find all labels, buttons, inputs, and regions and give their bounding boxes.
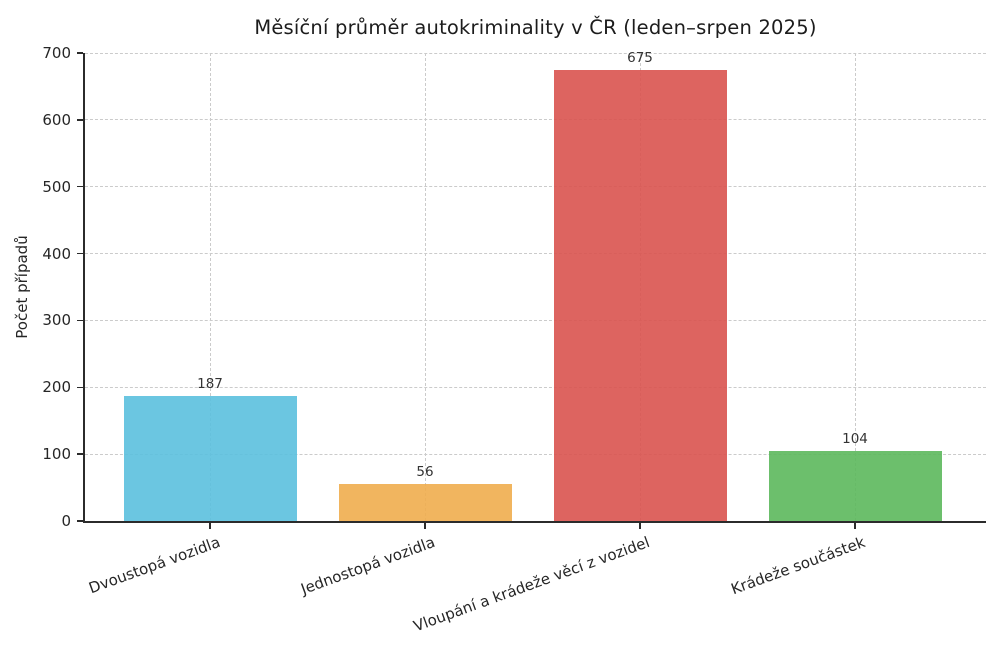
x-tick-label: Krádeže součástek [728, 533, 868, 599]
y-tick-mark [77, 386, 83, 389]
x-tick-label: Jednostopá vozidla [298, 533, 438, 599]
chart-title: Měsíční průměr autokriminality v ČR (led… [254, 16, 817, 39]
bar-1 [123, 395, 297, 521]
y-tick-mark [77, 119, 83, 121]
bar-value-label: 104 [842, 431, 868, 448]
y-tick-label: 400 [42, 244, 71, 263]
bar-value-label: 675 [627, 49, 653, 66]
y-tick-mark [77, 319, 83, 322]
horizontal-gridline [85, 386, 986, 388]
vertical-gridline [854, 53, 856, 521]
y-tick-label: 300 [42, 311, 71, 330]
y-tick-mark [77, 185, 83, 188]
y-tick-label: 100 [42, 445, 71, 464]
x-tick-mark [639, 523, 641, 529]
y-tick-label: 500 [42, 177, 71, 196]
bar-value-label: 187 [197, 375, 223, 392]
bar-2 [338, 483, 512, 521]
y-tick-mark [77, 520, 83, 522]
y-tick-mark [77, 52, 83, 54]
x-tick-mark [854, 523, 856, 529]
y-tick-label: 200 [42, 378, 71, 397]
bar-value-label: 56 [416, 463, 434, 480]
vertical-gridline [424, 53, 426, 521]
x-tick-label: Vloupání a krádeže věcí z vozidel [411, 533, 653, 636]
y-tick-mark [77, 252, 83, 255]
horizontal-gridline [85, 52, 986, 54]
horizontal-gridline [85, 319, 986, 321]
horizontal-gridline [85, 119, 986, 121]
x-axis-line [83, 521, 986, 523]
x-tick-label: Dvoustopá vozidla [85, 533, 223, 598]
horizontal-gridline [85, 453, 986, 455]
x-tick-mark [209, 523, 211, 529]
y-axis-line [83, 53, 85, 523]
horizontal-gridline [85, 186, 986, 188]
bar-4 [768, 451, 942, 521]
y-tick-label: 0 [61, 512, 71, 530]
x-tick-mark [424, 523, 426, 529]
y-tick-mark [77, 453, 83, 455]
vertical-gridline [209, 53, 211, 521]
bar-3 [553, 69, 727, 521]
y-tick-label: 600 [42, 110, 71, 129]
y-tick-label: 700 [42, 44, 71, 62]
horizontal-gridline [85, 253, 986, 255]
